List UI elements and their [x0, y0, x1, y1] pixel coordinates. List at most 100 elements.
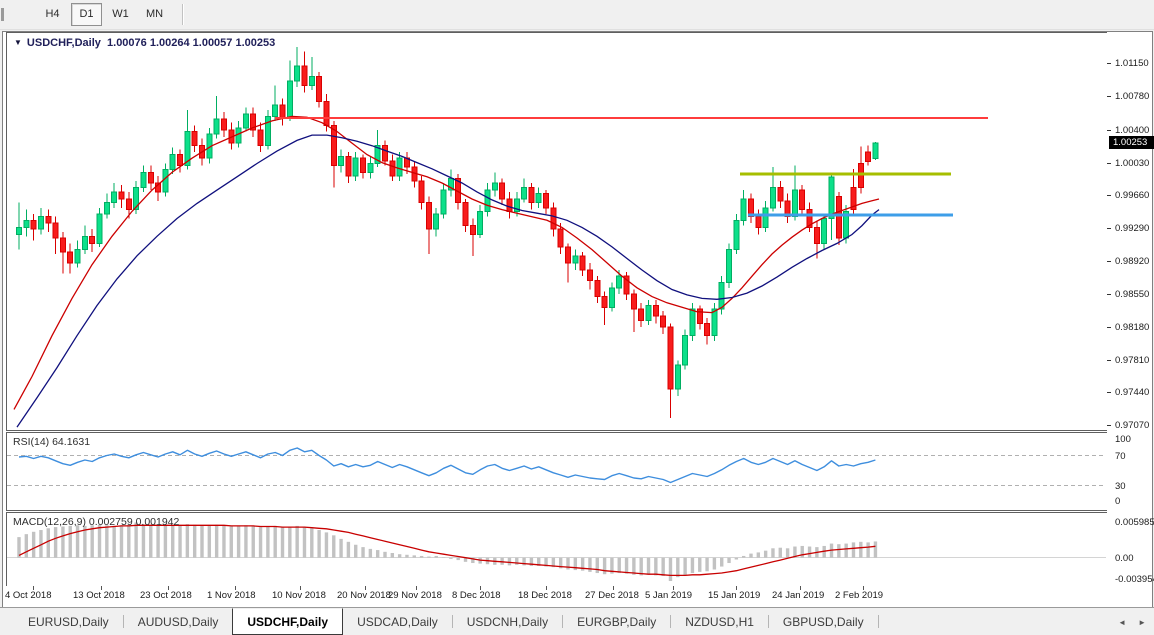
price-axis-label: 0.98550 — [1115, 289, 1150, 300]
date-axis-label: 2 Feb 2019 — [835, 590, 884, 601]
tab-eurgbp-daily[interactable]: EURGBP,Daily — [577, 614, 657, 629]
tab-separator — [122, 615, 124, 628]
rsi-label: RSI(14) 64.1631 — [13, 436, 91, 448]
price-axis-label: 0.97070 — [1115, 420, 1150, 431]
tab-separator — [877, 615, 879, 628]
rsi-axis-label: 30 — [1115, 481, 1126, 492]
tab-gbpusd-daily[interactable]: GBPUSD,Daily — [782, 614, 864, 629]
toolbar-edge-fragment — [1, 8, 4, 21]
price-chart-surface[interactable] — [7, 33, 1106, 428]
macd-signal-line — [18, 524, 876, 577]
tab-eurusd-daily[interactable]: EURUSD,Daily — [28, 614, 109, 629]
rsi-chart-surface[interactable] — [7, 433, 1106, 508]
tab-scroll-arrows: ◄ ► — [1118, 608, 1146, 635]
price-axis: 1.01150 1.00780 1.00400 1.00030 0.99660 0.992… — [1107, 32, 1154, 605]
ma-fast — [13, 115, 880, 410]
date-axis-label: 1 Nov 2018 — [207, 590, 256, 601]
date-tick — [546, 586, 547, 590]
date-tick — [800, 586, 801, 590]
date-tick — [101, 586, 102, 590]
date-axis-label: 8 Dec 2018 — [452, 590, 501, 601]
tab-scroll-right-icon[interactable]: ► — [1138, 617, 1146, 627]
rsi-axis-label: 0 — [1115, 496, 1121, 507]
ma-slow — [16, 134, 880, 428]
tab-separator — [562, 615, 564, 628]
price-tick — [1107, 425, 1111, 426]
price-axis-label: 1.00400 — [1115, 125, 1150, 136]
chart-ohlc-values: 1.00076 1.00264 1.00057 1.00253 — [107, 37, 276, 49]
main-chart-panel: ▼ USDCHF,Daily 1.00076 1.00264 1.00057 1.… — [6, 32, 1109, 431]
chart-window: ▼ USDCHF,Daily 1.00076 1.00264 1.00057 1.… — [2, 31, 1154, 608]
price-tick — [1107, 163, 1111, 164]
price-axis-label: 1.00030 — [1115, 158, 1150, 169]
timeframe-buttons: H4 D1 W1 MN — [37, 3, 173, 26]
price-tick — [1107, 392, 1111, 393]
price-tick — [1107, 327, 1111, 328]
price-tick — [1107, 261, 1111, 262]
price-axis-label: 0.98920 — [1115, 256, 1150, 267]
date-axis-label: 10 Nov 2018 — [272, 590, 326, 601]
timeframe-button-h4[interactable]: H4 — [45, 8, 60, 20]
rsi-panel: RSI(14) 64.1631 — [6, 432, 1109, 511]
date-axis-label: 29 Nov 2018 — [388, 590, 442, 601]
rsi-line — [18, 447, 876, 484]
price-tick — [1107, 294, 1111, 295]
price-axis-label: 0.98180 — [1115, 322, 1150, 333]
tab-separator — [767, 615, 769, 628]
tab-scroll-left-icon[interactable]: ◄ — [1118, 617, 1127, 627]
date-tick — [480, 586, 481, 590]
timeframe-button-w1[interactable]: W1 — [112, 8, 129, 20]
timeframe-button-mn[interactable]: MN — [145, 8, 164, 20]
date-axis: 4 Oct 2018 13 Oct 2018 23 Oct 2018 1 Nov 20… — [5, 586, 1107, 606]
tab-nzdusd-h1[interactable]: NZDUSD,H1 — [685, 614, 754, 629]
price-axis-label: 0.97810 — [1115, 355, 1150, 366]
date-axis-label: 13 Oct 2018 — [73, 590, 125, 601]
date-tick — [416, 586, 417, 590]
date-axis-label: 18 Dec 2018 — [518, 590, 572, 601]
symbol-dropdown-icon[interactable]: ▼ — [14, 38, 22, 47]
chart-tabs: EURUSD,Daily AUDUSD,Daily USDCHF,Daily USDC… — [14, 608, 879, 635]
timeframe-button-d1[interactable]: D1 — [71, 3, 102, 26]
date-tick — [863, 586, 864, 590]
price-tick — [1107, 63, 1111, 64]
current-price-badge: 1.00253 — [1109, 136, 1154, 149]
rsi-axis-label: 100 — [1115, 434, 1131, 445]
macd-axis-label: -0.003954 — [1115, 574, 1154, 585]
date-tick — [235, 586, 236, 590]
date-axis-label: 20 Nov 2018 — [337, 590, 391, 601]
tab-usdchf-daily[interactable]: USDCHF,Daily — [232, 608, 344, 635]
date-tick — [33, 586, 34, 590]
price-axis-label: 1.00780 — [1115, 91, 1150, 102]
toolbar-separator — [182, 4, 184, 25]
price-axis-label: 0.97440 — [1115, 387, 1150, 398]
price-axis-label: 0.99290 — [1115, 223, 1150, 234]
price-axis-label: 0.99660 — [1115, 190, 1150, 201]
date-axis-label: 23 Oct 2018 — [140, 590, 192, 601]
date-axis-label: 4 Oct 2018 — [5, 590, 52, 601]
date-axis-label: 27 Dec 2018 — [585, 590, 639, 601]
price-axis-label: 1.01150 — [1115, 58, 1149, 69]
date-tick — [736, 586, 737, 590]
price-tick — [1107, 195, 1111, 196]
date-axis-label: 15 Jan 2019 — [708, 590, 761, 601]
tab-usdcad-daily[interactable]: USDCAD,Daily — [357, 614, 438, 629]
price-tick — [1107, 96, 1111, 97]
tab-usdcnh-daily[interactable]: USDCNH,Daily — [466, 614, 549, 629]
tab-audusd-daily[interactable]: AUDUSD,Daily — [137, 614, 219, 629]
price-tick — [1107, 228, 1111, 229]
macd-axis-label: 0.00 — [1115, 553, 1134, 564]
tab-separator — [451, 615, 453, 628]
macd-chart-surface[interactable] — [7, 513, 1106, 584]
timeframe-toolbar: H4 D1 W1 MN — [0, 0, 1154, 30]
price-tick — [1107, 130, 1111, 131]
date-tick — [300, 586, 301, 590]
price-tick — [1107, 360, 1111, 361]
date-tick — [673, 586, 674, 590]
rsi-axis-label: 70 — [1115, 451, 1126, 462]
macd-label: MACD(12,26,9) 0.002759 0.001942 — [13, 516, 180, 528]
chart-title: ▼ USDCHF,Daily 1.00076 1.00264 1.00057 1.… — [14, 37, 275, 49]
tab-bar: EURUSD,Daily AUDUSD,Daily USDCHF,Daily USDC… — [0, 607, 1154, 635]
date-tick — [613, 586, 614, 590]
macd-axis-label: 0.005985 — [1115, 517, 1154, 528]
